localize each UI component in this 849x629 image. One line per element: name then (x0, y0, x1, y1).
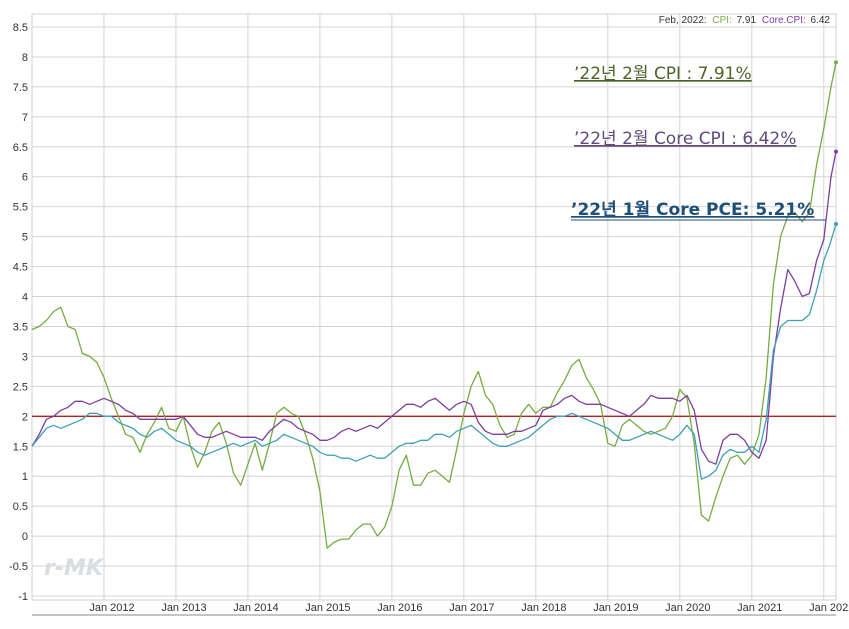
value-readout: Feb, 2022: CPI: 7.91 Core.CPI: 6.42 (659, 15, 831, 26)
series-end-markers (834, 60, 838, 227)
y-tick-label: -0.5 (9, 561, 28, 573)
x-tick-label: Jan 2013 (161, 602, 206, 614)
series-end-point-core_pce (834, 222, 838, 227)
y-tick-label: 4 (22, 292, 28, 304)
series-end-point-cpi (834, 60, 838, 65)
x-tick-label: Jan 2018 (521, 602, 566, 614)
y-tick-label: 8.5 (13, 22, 28, 34)
grid-lines (32, 14, 836, 600)
x-tick-label: Jan 2014 (233, 602, 278, 614)
y-tick-label: -1 (18, 591, 28, 603)
annotation-core-pce: ’22년 1월 Core PCE: 5.21% (571, 200, 814, 220)
y-tick-label: 7.5 (13, 82, 28, 94)
y-tick-label: 6.5 (13, 142, 28, 154)
series-line-core_cpi (31, 151, 837, 465)
annotation-core-cpi: ’22년 2월 Core CPI : 6.42% (574, 129, 796, 149)
y-tick-label: 4.5 (13, 262, 28, 274)
x-tick-label: Jan 2022 (809, 602, 849, 614)
y-tick-label: 1.5 (13, 441, 28, 453)
readout-date: Feb, 2022: (659, 15, 707, 26)
x-tick-label: Jan 2016 (377, 602, 422, 614)
x-tick-label: Jan 2019 (593, 602, 638, 614)
series-line-core_pce (31, 223, 837, 480)
y-axis: -1 -0.5 0 0.5 1 1.5 2 2.5 3 3.5 4 4.5 5 5.5 6 6.5 7 7.5 8 8… (9, 22, 28, 603)
readout-core-value: 6.42 (811, 15, 831, 26)
y-tick-label: 0.5 (13, 501, 28, 513)
y-tick-label: 1 (22, 471, 28, 483)
y-tick-label: 3.5 (13, 321, 28, 333)
y-tick-label: 2 (22, 411, 28, 423)
readout-cpi-value: 7.91 (737, 15, 757, 26)
plot-background (31, 13, 837, 601)
x-axis: Jan 2012 Jan 2013 Jan 2014 Jan 2015 Jan 2016… (32, 602, 849, 616)
readout-cpi-label: CPI: (712, 15, 731, 26)
series-line-cpi (31, 62, 837, 549)
y-tick-label: 0 (22, 531, 28, 543)
series-lines (31, 62, 837, 549)
readout-core-label: Core.CPI: (762, 15, 806, 26)
y-tick-label: 5.5 (13, 202, 28, 214)
y-tick-label: 3 (22, 351, 28, 363)
series-end-point-core_cpi (834, 149, 838, 154)
x-tick-label: Jan 2017 (449, 602, 494, 614)
x-tick-label: Jan 2015 (305, 602, 350, 614)
y-tick-label: 8 (22, 52, 28, 64)
annotation-cpi: ’22년 2월 CPI : 7.91% (574, 64, 752, 84)
y-tick-label: 7 (22, 112, 28, 124)
x-tick-label: Jan 2021 (737, 602, 782, 614)
watermark: r-MK (44, 556, 105, 581)
y-tick-label: 5 (22, 232, 28, 244)
y-tick-label: 2.5 (13, 381, 28, 393)
y-tick-label: 6 (22, 172, 28, 184)
x-tick-label: Jan 2012 (89, 602, 134, 614)
x-tick-label: Jan 2020 (665, 602, 710, 614)
